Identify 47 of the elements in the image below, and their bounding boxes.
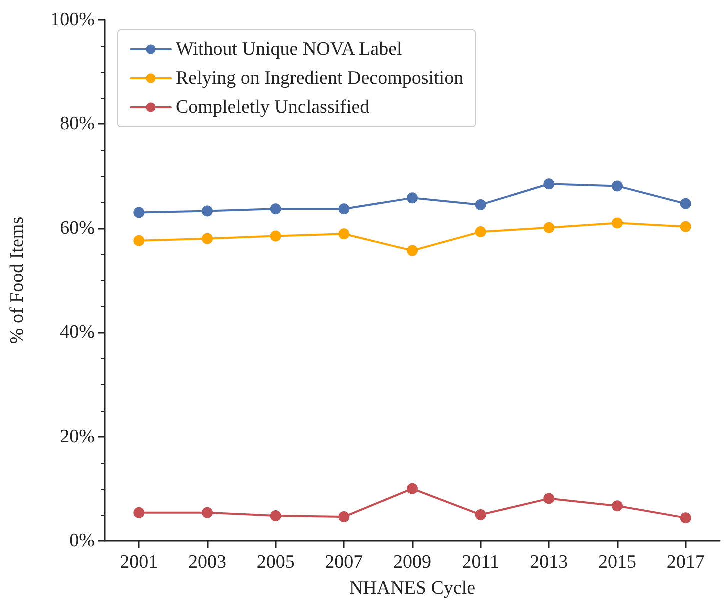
x-axis-title: NHANES Cycle [349,578,476,599]
x-tick-label: 2013 [530,552,568,573]
point [612,218,623,229]
legend-label: Compleletly Unclassified [176,97,370,118]
point [475,199,486,210]
x-tick-label: 2001 [120,552,158,573]
point [338,512,350,523]
point [612,500,623,512]
x-tick-label: 2009 [394,552,432,573]
point [612,180,623,192]
y-tick-label: 40% [60,322,96,344]
point [407,192,418,204]
y-tick-label: 80% [60,114,96,135]
y-tick-label: 20% [60,426,96,448]
x-tick-label: 2015 [598,552,636,573]
point [407,245,418,256]
point [338,228,350,240]
point [544,178,555,190]
point [270,510,282,522]
point [270,204,282,215]
x-tick-label: 2003 [188,552,226,573]
point [544,493,555,504]
point [134,507,145,518]
point [680,512,692,524]
point [475,226,486,238]
x-tick-label: 2005 [256,552,295,573]
y-axis-title: % of Food Items [7,216,28,344]
y-tick-label: 60% [60,218,96,239]
y-tick-label: 100% [50,10,96,30]
legend-label: Without Unique NOVA Label [176,39,402,60]
point [407,483,418,494]
point [475,509,486,520]
x-tick-label: 2011 [462,552,500,573]
point [134,207,145,218]
x-tick-label: 2007 [325,552,364,573]
legend-label: Relying on Ingredient Decomposition [176,68,464,89]
point [680,221,692,232]
point [134,235,145,246]
point [202,206,213,217]
point [202,507,213,518]
x-tick-label: 2017 [666,552,705,573]
y-tick-label: 0% [70,530,96,552]
point [338,204,350,215]
point [270,230,282,242]
point [202,233,213,244]
point [544,222,555,234]
point [680,198,692,210]
